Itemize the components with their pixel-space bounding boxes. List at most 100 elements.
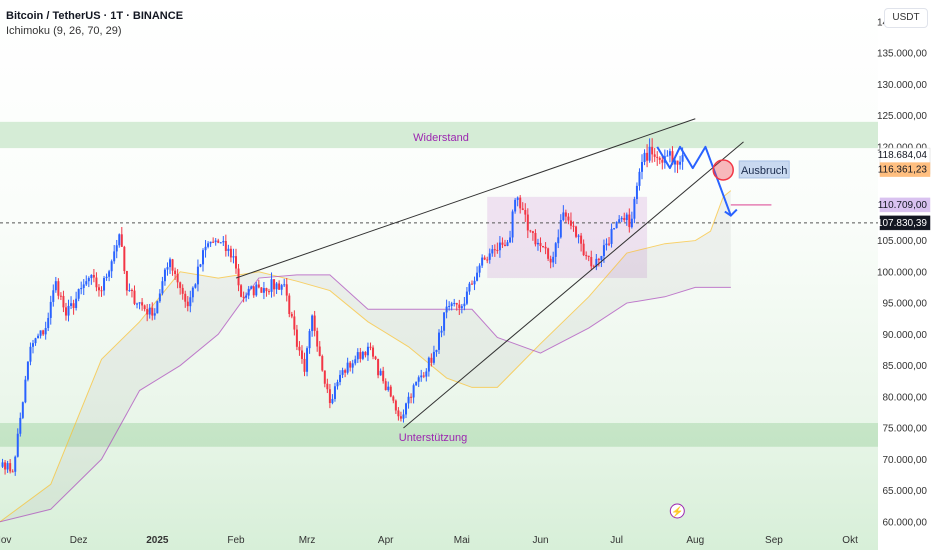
price-tag-value: 118.684,04 — [878, 150, 928, 161]
candle — [191, 286, 194, 303]
candle-body — [227, 248, 230, 251]
candle — [562, 205, 565, 222]
candle — [4, 460, 7, 475]
candle-body — [344, 370, 347, 373]
projection-arrowhead — [724, 208, 738, 217]
candle-body — [354, 359, 357, 364]
breakout-label-box — [738, 160, 790, 179]
y-tick-label: 90.000,00 — [883, 330, 928, 341]
candle — [26, 361, 29, 382]
candle-body — [161, 281, 164, 294]
candle — [333, 382, 336, 402]
candle — [501, 237, 504, 248]
candle — [676, 160, 679, 174]
candle — [496, 242, 499, 254]
candle — [585, 251, 588, 260]
candle — [382, 366, 385, 384]
candle — [224, 234, 227, 257]
candle-body — [328, 389, 331, 404]
candle-body — [481, 257, 484, 266]
candle-body — [31, 343, 34, 347]
candle — [321, 354, 324, 372]
candle — [326, 378, 329, 394]
candle-body — [321, 356, 324, 371]
candle — [278, 280, 281, 290]
candle-body — [176, 273, 179, 283]
symbol-title[interactable]: Bitcoin / TetherUS · 1T · BINANCE — [6, 10, 184, 22]
candle — [590, 250, 593, 270]
candle-body — [364, 351, 367, 356]
candle-body — [430, 357, 433, 363]
price-tag: 116.361,23 — [878, 162, 931, 177]
candle — [651, 138, 654, 163]
candle — [169, 257, 172, 274]
candle-body — [531, 231, 534, 233]
candle-body — [587, 255, 590, 257]
candle-body — [597, 258, 600, 261]
candle — [422, 372, 425, 379]
candle-body — [260, 287, 263, 293]
candle — [415, 381, 418, 386]
candle-body — [656, 156, 659, 158]
candle — [143, 304, 146, 312]
candle — [158, 289, 161, 303]
candle — [174, 267, 177, 280]
candle-body — [303, 358, 306, 372]
candle — [179, 281, 182, 295]
candle-body — [52, 290, 55, 302]
candle-body — [552, 256, 555, 263]
candle-body — [95, 277, 98, 288]
candle-body — [267, 291, 270, 293]
candle — [511, 209, 514, 243]
candle-body — [476, 272, 479, 281]
candle — [503, 239, 506, 247]
candle — [34, 337, 37, 346]
candle-body — [265, 288, 268, 292]
currency-button[interactable]: USDT — [884, 8, 928, 28]
resistance-label: Widerstand — [413, 132, 469, 144]
candle — [420, 369, 423, 382]
candle — [9, 459, 12, 474]
candle — [295, 324, 298, 351]
candle-body — [163, 269, 166, 282]
candle — [229, 245, 232, 263]
candle-body — [133, 290, 136, 304]
candle-body — [158, 293, 161, 302]
candle-body — [420, 375, 423, 378]
x-axis: Nov Dez 2025 Feb Mrz Apr Mai Jun Jul Aug Sep Okt — [0, 535, 858, 546]
candle-body — [290, 313, 293, 317]
candle-body — [207, 243, 210, 247]
y-tick-label: 60.000,00 — [883, 517, 928, 528]
candle — [633, 196, 636, 224]
candle-body — [153, 313, 156, 316]
candle — [275, 281, 278, 295]
candle — [70, 296, 73, 310]
candle — [344, 368, 347, 378]
candle-body — [118, 234, 121, 246]
candle — [250, 285, 253, 290]
indicator-label[interactable]: Ichimoku (9, 26, 70, 29) — [6, 25, 122, 37]
candle-body — [47, 317, 50, 329]
candle-body — [488, 253, 491, 260]
candle-body — [427, 357, 430, 372]
candle-body — [97, 287, 100, 291]
candle — [547, 247, 550, 261]
y-tick-label: 70.000,00 — [883, 455, 928, 466]
y-tick-label: 65.000,00 — [883, 486, 928, 497]
candle-body — [113, 251, 116, 262]
candle-body — [463, 303, 466, 307]
candle — [557, 229, 560, 249]
candle-body — [222, 240, 225, 243]
candle — [361, 350, 364, 361]
candle — [463, 297, 466, 311]
candle-body — [369, 346, 372, 348]
candle — [356, 348, 359, 363]
candle-body — [503, 244, 506, 246]
candle-body — [39, 330, 42, 336]
candle-body — [298, 346, 301, 351]
candle — [181, 284, 184, 300]
candle — [481, 254, 484, 268]
plot-background — [0, 0, 878, 550]
candle-body — [143, 305, 146, 310]
